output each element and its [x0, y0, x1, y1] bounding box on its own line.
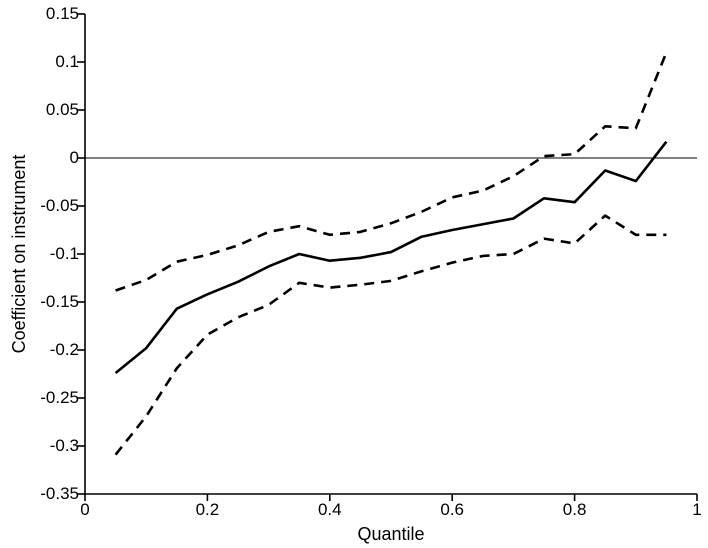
y-tick-label: -0.35 — [40, 484, 79, 503]
y-tick-label: 0.1 — [55, 52, 79, 71]
y-tick-label: -0.1 — [49, 244, 79, 263]
y-tick-label: -0.2 — [49, 340, 79, 359]
x-axis-label: Quantile — [357, 524, 425, 544]
upper-confidence-band-line — [115, 51, 668, 292]
y-tick-label: -0.05 — [40, 196, 79, 215]
y-tick-label: 0.15 — [45, 4, 79, 23]
x-tick-label: 0 — [80, 500, 90, 519]
coefficient-estimate-line — [114, 140, 668, 375]
x-tick-label: 0.8 — [562, 500, 587, 519]
y-tick-label: -0.15 — [40, 292, 79, 311]
x-tick-label: 0.6 — [440, 500, 464, 519]
x-tick-label: 0.4 — [317, 500, 342, 519]
x-tick-label: 0.2 — [195, 500, 220, 519]
y-tick-label: -0.3 — [49, 436, 79, 455]
lower-confidence-band-line — [114, 214, 667, 456]
x-tick-label: 1 — [692, 500, 702, 519]
y-axis-label: Coefficient on instrument — [9, 154, 29, 354]
y-tick-label: 0.05 — [45, 100, 79, 119]
y-tick-label: -0.25 — [40, 388, 79, 407]
y-tick-label: 0 — [69, 148, 79, 167]
